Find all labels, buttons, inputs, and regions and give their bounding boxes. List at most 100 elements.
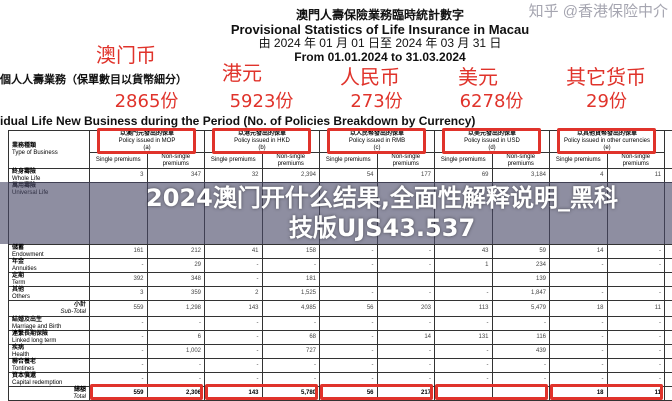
table-cell: 3 (89, 168, 148, 183)
extra-col (664, 330, 672, 345)
table-cell: 3 (89, 286, 148, 301)
section-title-en: idual Life New Business during the Perio… (0, 114, 476, 128)
row-label: 資本償還 Capital redemption (8, 372, 90, 387)
row-label-zh: 年金 (12, 258, 25, 265)
label-mop: 澳门币 (96, 43, 156, 67)
table-cell: - (89, 258, 148, 273)
table-cell: - (491, 316, 550, 331)
table-cell: 1 (434, 258, 493, 273)
count-hkd: 5923份 (229, 91, 294, 112)
row-label-en: Total (73, 393, 86, 400)
row-label-zh: 結婚及出生 (12, 316, 43, 323)
row-label-zh: 疾病 (12, 344, 25, 351)
table-cell: - (434, 358, 493, 373)
table-cell: - (261, 258, 320, 273)
table-cell: 4 (549, 168, 608, 183)
nonsingle-premiums-header: Non-single premiums (376, 152, 435, 169)
nonsingle-premiums-header: Non-single premiums (491, 152, 550, 169)
extra-col (664, 358, 672, 373)
currency-en: Policy issued in other currencies (563, 138, 651, 144)
table-cell: - (204, 344, 263, 359)
table-cell: 2 (204, 286, 263, 301)
table-cell: 4,985 (261, 300, 320, 317)
row-label: 小計 Sub-Total (8, 300, 90, 317)
extra-col (664, 316, 672, 331)
table-cell: 3,184 (491, 168, 550, 183)
table-cell: - (204, 272, 263, 287)
table-cell (319, 272, 378, 287)
extra-col (664, 344, 672, 359)
table-cell (434, 272, 493, 287)
overlay-band (0, 182, 672, 244)
currency-en: Policy issued in USD (464, 138, 520, 144)
row-label-en: Others (12, 293, 31, 300)
table-cell: - (606, 258, 665, 273)
highlight-mop (97, 128, 196, 154)
table-cell: - (319, 358, 378, 373)
count-other: 29份 (586, 91, 627, 112)
total-box-other (550, 384, 663, 400)
total-box-mop (90, 384, 203, 400)
total-box-hkd (205, 384, 318, 400)
table-cell: - (606, 244, 665, 259)
watermark: 知乎 @香港保险中介 (528, 3, 668, 20)
row-label: 其他 Others (8, 286, 90, 301)
currency-zh: 以澳門元發出的保單 (119, 131, 174, 137)
table-cell: - (204, 316, 263, 331)
table-cell: 203 (376, 300, 435, 317)
table-cell: 29 (146, 258, 205, 273)
extra-col (664, 258, 672, 273)
table-cell: - (319, 330, 378, 345)
row-label: 結婚及出生 Marriage and Birth (8, 316, 90, 331)
table-cell: - (549, 344, 608, 359)
table-cell: - (261, 358, 320, 373)
table-cell: 41 (204, 244, 263, 259)
table-cell: 1,847 (491, 286, 550, 301)
label-usd: 美元 (458, 65, 498, 89)
highlight-hkd (212, 128, 311, 154)
count-mop: 2865份 (114, 91, 179, 112)
table-cell: 158 (261, 244, 320, 259)
row-label: 聯合養老 Tontines (8, 358, 90, 373)
table-cell: 14 (376, 330, 435, 345)
currency-zh: 以人民幣發出的保單 (349, 131, 404, 137)
currency-code: (a) (143, 145, 151, 151)
row-label-en: Annuities (12, 265, 37, 272)
row-label: 疾病 Health (8, 344, 90, 359)
row-label-en: Whole Life (12, 175, 41, 182)
table-cell: 43 (434, 244, 493, 259)
table-cell: - (89, 330, 148, 345)
row-label: 連繫長期保險 Linked long term (8, 330, 90, 345)
currency-zh: 以港元發出的保單 (237, 131, 286, 137)
total-box-usd (435, 384, 548, 400)
currency-zh: 以美元發出的保單 (467, 131, 516, 137)
extra-col (664, 286, 672, 301)
currency-code: (e) (603, 145, 611, 151)
table-cell: 181 (261, 272, 320, 287)
type-header-zh: 業務種類 (12, 142, 37, 149)
table-cell (376, 272, 435, 287)
table-cell: - (606, 330, 665, 345)
table-cell: 727 (261, 344, 320, 359)
doc-title-en: Provisional Statistics of Life Insurance… (230, 22, 530, 37)
table-cell: - (434, 286, 493, 301)
table-cell: - (261, 316, 320, 331)
table-cell: - (319, 316, 378, 331)
table-cell: 131 (434, 330, 493, 345)
table-cell: 212 (146, 244, 205, 259)
row-label: 年金 Annuities (8, 258, 90, 273)
table-cell: 161 (89, 244, 148, 259)
row-label-zh: 資本償還 (12, 372, 37, 379)
highlight-other (557, 128, 656, 154)
currency-en: Policy issued in HKD (234, 138, 290, 144)
table-cell: 32 (204, 168, 263, 183)
row-label-en: Health (12, 351, 30, 358)
row-label-zh: 連繫長期保險 (12, 330, 49, 337)
type-header-en: Type of Business (12, 149, 58, 156)
table-cell: - (319, 244, 378, 259)
table-cell: 2,394 (261, 168, 320, 183)
table-cell: 6 (146, 330, 205, 345)
table-cell: 234 (491, 258, 550, 273)
row-label-zh: 定期 (12, 272, 25, 279)
